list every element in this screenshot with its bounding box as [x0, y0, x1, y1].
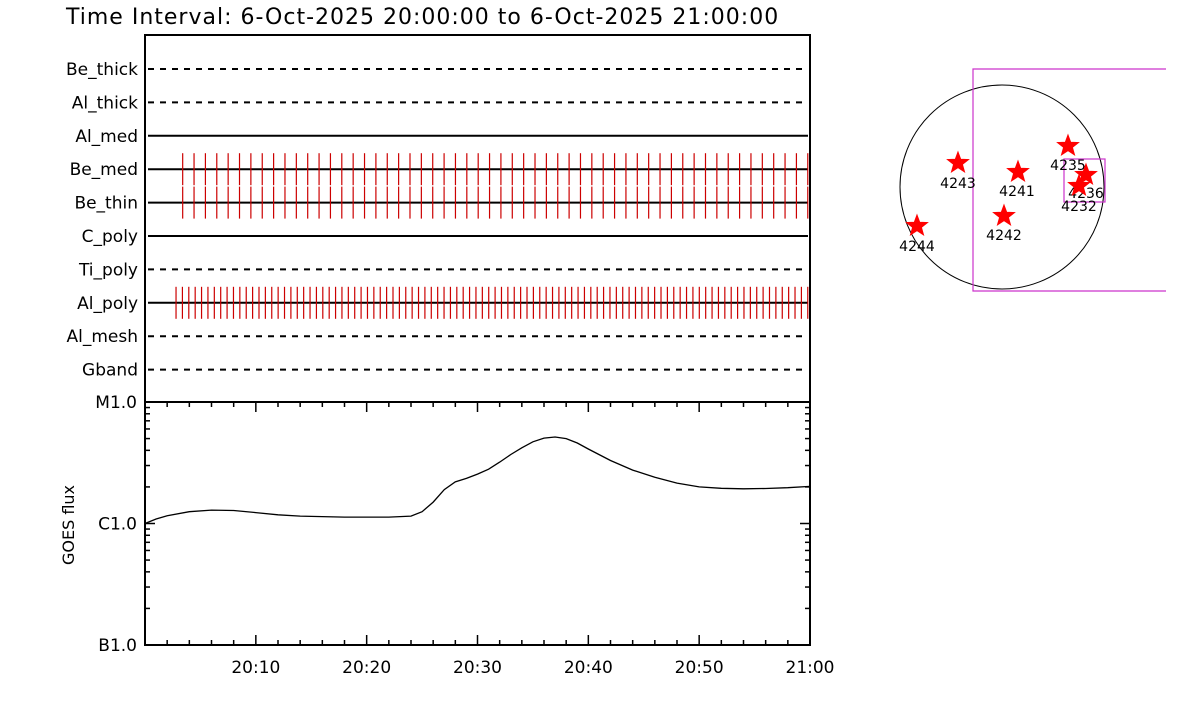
fov-box-large — [972, 68, 1166, 292]
active-region-star — [1006, 159, 1030, 183]
x-tick-label: 20:30 — [453, 658, 502, 678]
active-region-star — [905, 213, 929, 237]
x-tick-label: 20:40 — [564, 658, 613, 678]
active-region-star — [1074, 162, 1098, 186]
x-tick-label: 20:10 — [231, 658, 280, 678]
filter-timeline-panel: Be_thick Al_thick Al_med Be_med Be_thin C_pol… — [66, 34, 811, 403]
channel-label-be_thin: Be_thin — [74, 194, 138, 214]
channel-label-be_med: Be_med — [70, 160, 138, 180]
y-tick-label: C1.0 — [98, 515, 137, 535]
channel-label-al_thick: Al_thick — [72, 93, 138, 113]
active-region-label: 4243 — [940, 176, 976, 192]
channel-label-c_poly: C_poly — [82, 227, 138, 247]
fov-box-small — [1063, 158, 1106, 203]
y-axis-label: GOES flux — [59, 485, 78, 565]
goes-frame — [144, 401, 811, 646]
active-region-star — [946, 150, 970, 174]
channel-label-be_thick: Be_thick — [66, 60, 138, 80]
x-tick-label: 20:20 — [342, 658, 391, 678]
solar-disk — [899, 84, 1105, 290]
active-region-star — [1056, 133, 1080, 157]
y-tick-label: M1.0 — [95, 393, 137, 413]
active-region-label: 4242 — [986, 228, 1022, 244]
x-tick-label: 20:50 — [675, 658, 724, 678]
timeline-frame — [144, 34, 811, 403]
active-region-label: 4235 — [1050, 158, 1086, 174]
active-region-label: 4241 — [999, 184, 1035, 200]
y-tick-label: B1.0 — [98, 636, 137, 656]
channel-label-gband: Gband — [82, 361, 138, 381]
goes-flux-curve — [144, 436, 811, 525]
channel-label-ti_poly: Ti_poly — [78, 260, 138, 280]
goes-flux-panel: 20:10 20:20 20:30 20:40 20:50 21:00 B1.0 C1.0 M1… — [59, 393, 835, 678]
active-region-label: 4244 — [899, 239, 935, 255]
channel-label-al_mesh: Al_mesh — [66, 327, 138, 347]
active-region-star — [1067, 173, 1091, 197]
active-region-label: 4232 — [1061, 199, 1097, 215]
time-interval-title: Time Interval: 6-Oct-2025 20:00:00 to 6-… — [65, 5, 779, 30]
active-region-star — [992, 203, 1016, 227]
channel-label-al_poly: Al_poly — [77, 294, 138, 314]
channel-label-al_med: Al_med — [75, 127, 138, 147]
x-tick-label: 21:00 — [786, 658, 835, 678]
